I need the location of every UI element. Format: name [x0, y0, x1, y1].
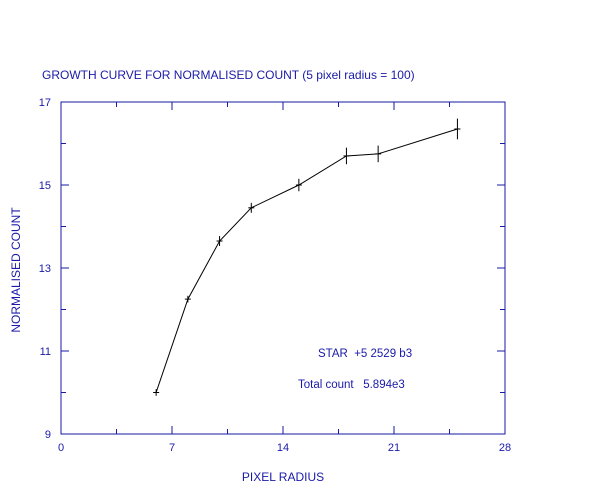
chart-title: GROWTH CURVE FOR NORMALISED COUNT (5 pix… — [42, 68, 415, 82]
y-axis: 9 11 13 15 17 — [39, 97, 505, 441]
x-tick-label: 14 — [277, 442, 289, 454]
y-tick-label: 11 — [40, 346, 51, 358]
x-axis: 0 7 14 21 28 — [58, 102, 511, 454]
annotation-total-count: Total count 5.894e3 — [298, 379, 405, 391]
series-line — [155, 128, 458, 393]
series-group — [153, 118, 461, 396]
x-tick-label: 28 — [499, 442, 511, 454]
y-tick-label: 17 — [39, 97, 51, 109]
y-tick-label: 9 — [45, 429, 51, 441]
x-tick-label: 7 — [169, 442, 175, 454]
y-tick-label: 15 — [39, 180, 51, 192]
y-tick-label: 13 — [39, 263, 51, 275]
x-tick-label: 0 — [58, 442, 64, 454]
plot-frame — [60, 101, 506, 435]
y-axis-label: NORMALISED COUNT — [9, 207, 23, 333]
x-tick-label: 21 — [388, 442, 400, 454]
annotation-star: STAR +5 2529 b3 — [318, 348, 412, 360]
x-axis-label: PIXEL RADIUS — [242, 470, 324, 484]
